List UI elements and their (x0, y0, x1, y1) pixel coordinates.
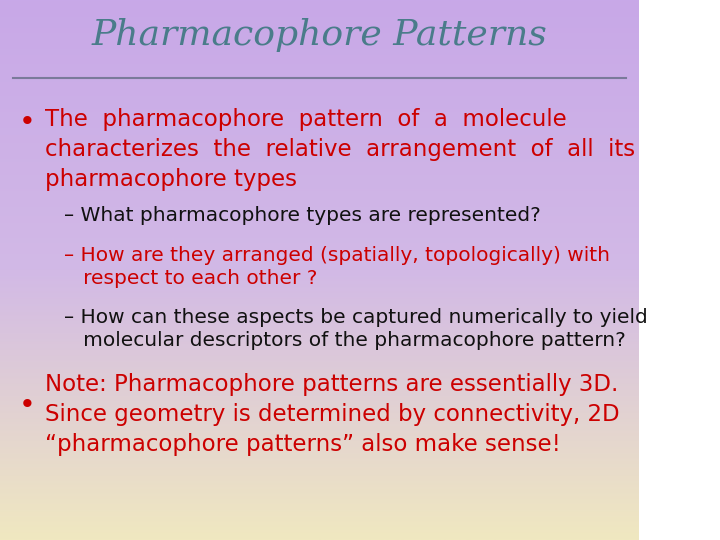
Text: •: • (19, 107, 36, 136)
Text: The  pharmacophore  pattern  of  a  molecule
characterizes  the  relative  arran: The pharmacophore pattern of a molecule … (45, 108, 635, 191)
Text: – How are they arranged (spatially, topologically) with
   respect to each other: – How are they arranged (spatially, topo… (64, 246, 610, 288)
Text: Pharmacophore Patterns: Pharmacophore Patterns (91, 18, 547, 52)
Text: Note: Pharmacophore patterns are essentially 3D.
Since geometry is determined by: Note: Pharmacophore patterns are essenti… (45, 373, 619, 456)
Text: •: • (19, 391, 36, 419)
Text: – What pharmacophore types are represented?: – What pharmacophore types are represent… (64, 206, 541, 225)
Text: – How can these aspects be captured numerically to yield
   molecular descriptor: – How can these aspects be captured nume… (64, 308, 647, 350)
